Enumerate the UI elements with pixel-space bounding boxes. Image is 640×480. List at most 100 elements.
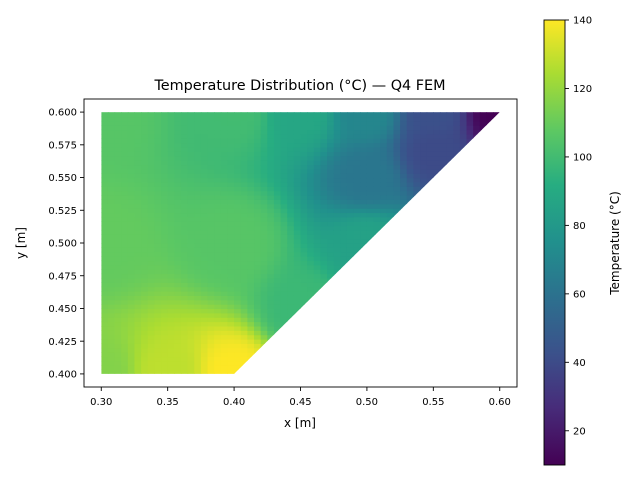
field-cell — [380, 356, 388, 362]
field-cell — [406, 312, 414, 318]
field-cell — [287, 247, 295, 253]
field-cell — [353, 129, 361, 135]
field-cell — [200, 129, 209, 135]
field-cell — [180, 234, 189, 240]
field-cell — [121, 286, 129, 292]
field-cell — [307, 129, 315, 135]
field-cell — [313, 304, 322, 310]
field-cell — [194, 164, 202, 170]
field-cell — [366, 330, 375, 336]
field-cell — [194, 330, 202, 336]
field-cell — [466, 299, 474, 305]
field-cell — [134, 168, 142, 174]
field-cell — [380, 160, 388, 166]
field-cell — [273, 247, 282, 253]
field-cell — [260, 177, 268, 183]
field-cell — [161, 177, 169, 183]
field-cell — [479, 155, 488, 161]
field-cell — [167, 125, 175, 131]
field-cell — [260, 168, 268, 174]
field-cell — [267, 352, 275, 358]
field-cell — [107, 243, 116, 248]
field-cell — [380, 186, 388, 192]
field-cell — [114, 221, 122, 227]
field-cell — [214, 177, 222, 183]
field-cell — [214, 247, 222, 253]
field-cell — [479, 177, 488, 183]
field-cell — [413, 186, 421, 192]
field-cell — [101, 116, 109, 122]
field-cell — [400, 129, 408, 135]
field-cell — [400, 312, 408, 318]
field-cell — [413, 273, 421, 279]
field-cell — [280, 129, 288, 135]
field-cell — [300, 195, 308, 200]
field-cell — [101, 112, 109, 118]
field-cell — [366, 365, 375, 371]
field-cell — [174, 133, 182, 139]
field-cell — [101, 142, 109, 148]
field-cell — [320, 238, 328, 244]
field-cell — [187, 334, 195, 340]
field-cell — [200, 195, 209, 200]
field-cell — [313, 247, 322, 253]
field-cell — [114, 199, 122, 205]
field-cell — [234, 138, 242, 144]
field-cell — [161, 243, 169, 248]
colorbar-tick-label: 120 — [573, 84, 592, 95]
field-cell — [121, 229, 129, 235]
field-cell — [400, 356, 408, 362]
field-cell — [280, 125, 288, 131]
field-cell — [320, 352, 328, 358]
field-cell — [353, 225, 361, 231]
field-cell — [313, 216, 322, 222]
field-cell — [433, 155, 441, 161]
field-cell — [273, 360, 282, 366]
field-cell — [380, 273, 388, 279]
field-cell — [340, 277, 348, 283]
field-cell — [400, 264, 408, 270]
field-cell — [161, 229, 169, 235]
field-cell — [180, 365, 189, 371]
field-cell — [486, 352, 494, 358]
field-cell — [439, 199, 448, 205]
field-cell — [327, 282, 335, 288]
field-cell — [426, 129, 434, 135]
field-cell — [220, 112, 229, 118]
field-cell — [400, 234, 408, 240]
field-cell — [400, 142, 408, 148]
field-cell — [353, 260, 361, 266]
field-cell — [220, 304, 229, 310]
field-cell — [320, 282, 328, 288]
field-cell — [406, 147, 414, 152]
field-cell — [446, 352, 454, 358]
field-cell — [207, 138, 215, 144]
field-cell — [194, 186, 202, 192]
field-cell — [141, 190, 149, 196]
field-cell — [393, 116, 401, 122]
field-cell — [107, 299, 116, 305]
field-cell — [107, 129, 116, 135]
field-cell — [386, 352, 395, 358]
colorbar-tick-label: 20 — [573, 426, 586, 437]
field-cell — [147, 199, 155, 205]
field-cell — [207, 317, 215, 323]
field-cell — [327, 321, 335, 327]
field-cell — [426, 164, 434, 170]
field-cell — [446, 282, 454, 288]
field-cell — [194, 199, 202, 205]
field-cell — [167, 282, 175, 288]
field-cell — [287, 277, 295, 283]
field-cell — [327, 251, 335, 257]
field-cell — [386, 234, 395, 240]
field-cell — [473, 369, 481, 374]
field-cell — [234, 356, 242, 362]
field-cell — [134, 129, 142, 135]
field-cell — [114, 264, 122, 270]
field-cell — [459, 365, 468, 371]
field-cell — [247, 181, 255, 187]
field-cell — [327, 243, 335, 248]
field-cell — [174, 177, 182, 183]
field-cell — [466, 291, 474, 296]
field-cell — [234, 203, 242, 209]
